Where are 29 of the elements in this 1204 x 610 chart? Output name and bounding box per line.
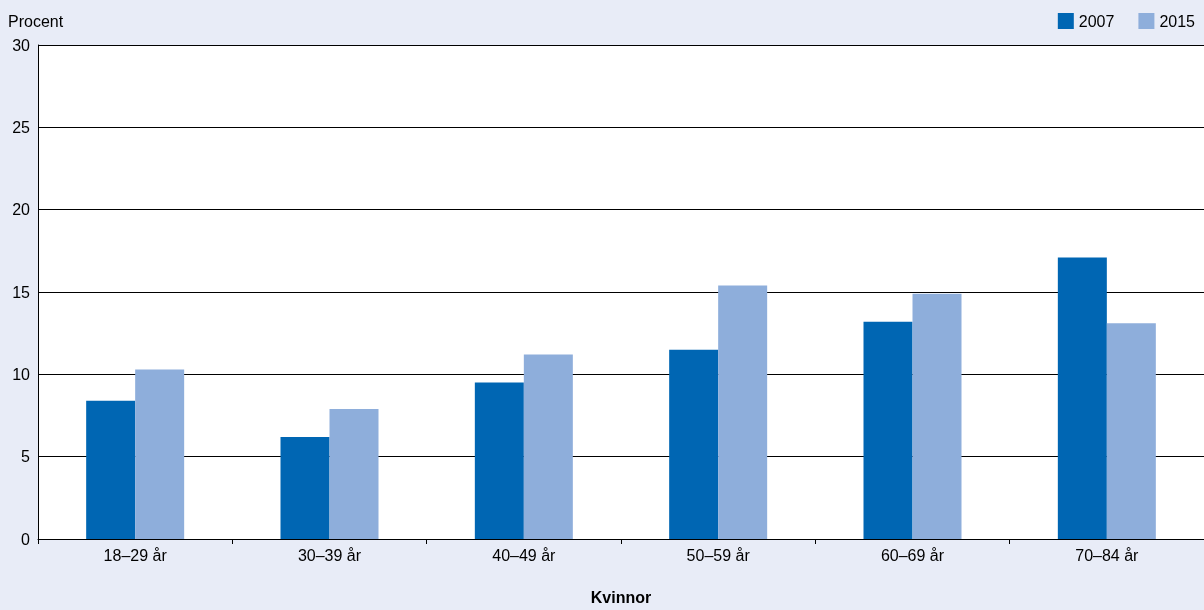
x-tick-label: 60–69 år	[880, 546, 945, 564]
bar	[1057, 257, 1107, 539]
bar	[912, 293, 962, 539]
x-tick-label: 18–29 år	[103, 546, 168, 564]
y-tick-label: 20	[12, 201, 31, 219]
bar	[135, 369, 185, 539]
y-tick-label: 15	[12, 283, 31, 301]
bar	[329, 408, 379, 539]
x-tick-label: 30–39 år	[297, 546, 362, 564]
bar	[474, 382, 524, 539]
bar	[86, 400, 136, 539]
x-tick-label: 70–84 år	[1075, 546, 1140, 564]
legend-label: 2007	[1078, 12, 1115, 30]
bar	[669, 349, 719, 539]
x-tick-label: 40–49 år	[492, 546, 557, 564]
y-tick-label: 0	[21, 530, 31, 548]
y-tick-label: 30	[12, 36, 31, 54]
bar	[280, 436, 330, 539]
bar	[863, 321, 913, 539]
bar	[718, 285, 768, 539]
x-axis-title: Kvinnor	[590, 588, 652, 606]
bar	[523, 354, 573, 539]
bar	[1106, 323, 1156, 539]
y-tick-label: 5	[21, 448, 31, 466]
x-tick-label: 50–59 år	[686, 546, 751, 564]
y-axis-title: Procent	[8, 12, 64, 30]
legend-label: 2015	[1159, 12, 1196, 30]
y-tick-label: 10	[12, 365, 31, 383]
y-tick-label: 25	[12, 118, 31, 136]
